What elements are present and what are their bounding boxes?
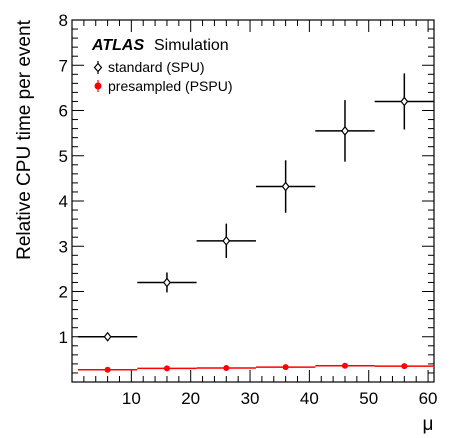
y-tick-label: 5: [59, 147, 68, 166]
data-point: [104, 366, 111, 373]
y-tick-label: 7: [59, 56, 68, 75]
y-tick-label: 4: [59, 192, 68, 211]
y-tick-label: 3: [59, 237, 68, 256]
legend-marker-standard: [93, 62, 103, 73]
x-axis-title: μ: [423, 414, 434, 435]
x-tick-labels: 10 20 30 40 50 60: [122, 389, 438, 408]
x-tick-label: 10: [122, 389, 141, 408]
y-tick-label: 2: [59, 283, 68, 302]
legend-label-standard: standard (SPU): [108, 59, 204, 75]
data-point: [103, 331, 112, 342]
data-point: [282, 364, 289, 371]
data-point: [341, 125, 349, 136]
y-tick-label: 1: [59, 328, 68, 347]
data-point: [163, 365, 170, 372]
series-presampled: [77, 362, 434, 373]
data-point: [341, 362, 348, 369]
data-point: [400, 96, 409, 107]
y-tick-labels: 1 2 3 4 5 6 7 8: [59, 11, 68, 347]
data-point: [162, 277, 171, 288]
x-tick-label: 30: [241, 389, 260, 408]
status-label: Simulation: [154, 37, 229, 54]
data-point: [281, 181, 290, 192]
y-axis-title: Relative CPU time per event: [14, 19, 35, 259]
x-tick-label: 50: [359, 389, 378, 408]
y-tick-label: 6: [59, 102, 68, 121]
legend-label-presampled: presampled (PSPU): [108, 78, 233, 94]
legend-entry-standard: standard (SPU): [93, 59, 204, 75]
data-point: [223, 364, 230, 371]
data-point: [222, 235, 231, 246]
data-point: [401, 363, 408, 370]
y-tick-label: 8: [59, 11, 68, 30]
axis-ticks: [71, 19, 434, 383]
legend: ATLAS Simulation standard (SPU) presampl…: [91, 37, 233, 94]
series-standard: [77, 73, 434, 342]
x-tick-label: 40: [300, 389, 319, 408]
x-tick-label: 20: [181, 389, 200, 408]
series-layer: [77, 73, 434, 373]
legend-marker-presampled: [94, 82, 102, 90]
x-tick-label: 60: [419, 389, 438, 408]
legend-entry-presampled: presampled (PSPU): [94, 78, 233, 94]
experiment-label: ATLAS: [91, 37, 144, 54]
